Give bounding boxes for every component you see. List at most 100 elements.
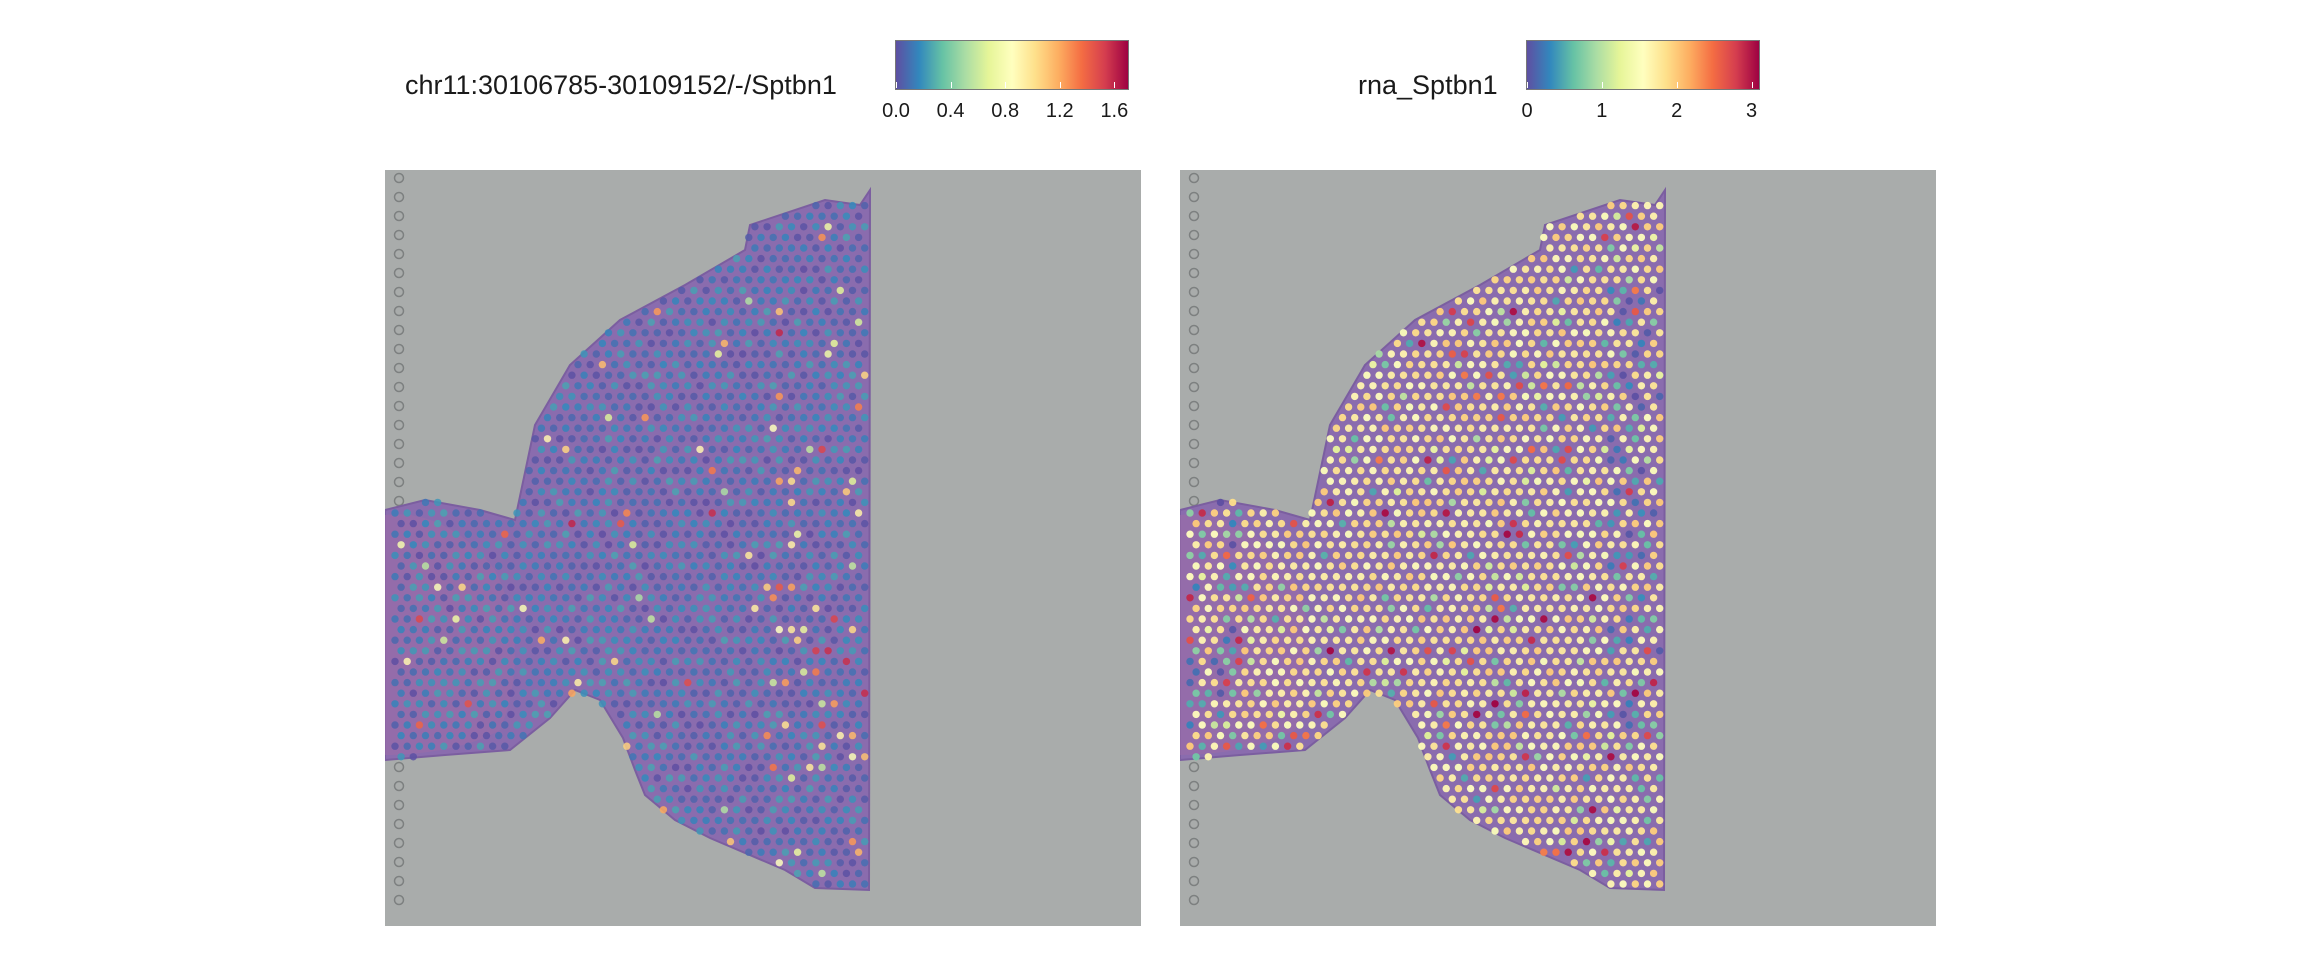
expression-spot — [452, 721, 460, 729]
expression-spot — [757, 233, 765, 242]
expression-spot — [659, 488, 668, 496]
expression-spot — [519, 731, 527, 740]
fiducial-marker — [393, 229, 405, 241]
expression-spot — [1607, 837, 1615, 846]
expression-spot — [452, 700, 460, 708]
expression-spot — [1649, 636, 1658, 644]
expression-spot — [1643, 795, 1652, 803]
expression-spot — [714, 689, 722, 697]
expression-spot — [1448, 604, 1456, 613]
expression-spot — [1613, 551, 1621, 560]
expression-spot — [1509, 286, 1517, 295]
expression-spot — [1338, 519, 1347, 528]
fiducial-marker — [1188, 438, 1200, 450]
expression-spot — [1558, 244, 1566, 252]
expression-spot — [1442, 382, 1450, 390]
expression-spot — [1643, 859, 1652, 867]
expression-spot — [1582, 731, 1591, 740]
expression-spot — [1607, 753, 1615, 761]
expression-spot — [1387, 668, 1395, 676]
expression-spot — [763, 710, 771, 719]
expression-spot — [1241, 541, 1249, 549]
expression-spot — [665, 307, 674, 316]
expression-spot — [818, 742, 826, 750]
expression-spot — [757, 445, 765, 454]
expression-spot — [787, 625, 796, 634]
expression-spot — [1363, 392, 1371, 401]
expression-spot — [1656, 774, 1664, 782]
expression-spot — [812, 647, 820, 655]
expression-spot — [604, 668, 613, 676]
expression-spot — [1216, 519, 1225, 528]
expression-spot — [726, 816, 735, 825]
expression-spot — [1405, 403, 1414, 411]
expression-spot — [854, 445, 863, 454]
expression-spot — [818, 254, 826, 263]
expression-spot — [1460, 625, 1469, 634]
expression-spot — [793, 276, 802, 284]
expression-spot — [1479, 445, 1487, 454]
expression-spot — [684, 382, 692, 390]
expression-spot — [1619, 498, 1627, 507]
expression-spot — [1515, 700, 1524, 708]
expression-spot — [1418, 509, 1426, 517]
expression-spot — [1515, 806, 1524, 814]
expression-spot — [848, 307, 857, 316]
expression-spot — [775, 244, 783, 252]
expression-spot — [781, 360, 790, 369]
expression-spot — [1576, 530, 1585, 538]
expression-spot — [1546, 350, 1554, 358]
expression-spot — [1466, 615, 1475, 623]
expression-spot — [1637, 318, 1646, 326]
expression-spot — [830, 636, 838, 644]
expression-spot — [757, 254, 765, 263]
expression-spot — [1351, 689, 1359, 697]
expression-spot — [452, 530, 460, 538]
expression-spot — [1558, 329, 1566, 337]
expression-spot — [757, 360, 765, 369]
expression-spot — [1601, 233, 1609, 242]
expression-spot — [684, 551, 692, 560]
expression-spot — [1521, 774, 1530, 782]
expression-spot — [1192, 541, 1200, 549]
expression-spot — [678, 413, 686, 422]
expression-spot — [415, 615, 424, 623]
expression-spot — [1344, 657, 1353, 666]
expression-spot — [739, 562, 747, 570]
expression-spot — [714, 392, 722, 401]
expression-spot — [1247, 657, 1255, 666]
expression-spot — [1320, 509, 1328, 517]
expression-spot — [861, 625, 869, 634]
expression-spot — [641, 350, 649, 358]
expression-spot — [427, 636, 436, 644]
expression-spot — [775, 837, 783, 846]
expression-spot — [1601, 594, 1609, 602]
expression-spot — [1344, 403, 1353, 411]
expression-spot — [745, 700, 753, 708]
expression-spot — [830, 700, 838, 708]
expression-spot — [1363, 583, 1371, 591]
expression-spot — [391, 530, 399, 538]
expression-spot — [1546, 604, 1554, 613]
expression-spot — [1302, 604, 1310, 613]
expression-spot — [769, 763, 777, 772]
expression-spot — [842, 445, 851, 454]
expression-spot — [1412, 583, 1420, 591]
expression-spot — [830, 233, 838, 242]
expression-spot — [1588, 233, 1597, 242]
expression-spot — [1198, 509, 1206, 517]
expression-spot — [1271, 678, 1280, 687]
expression-spot — [1576, 848, 1585, 856]
expression-spot — [732, 318, 741, 326]
expression-spot — [824, 223, 832, 231]
expression-spot — [1320, 466, 1328, 475]
expression-spot — [647, 678, 655, 687]
expression-spot — [1424, 519, 1432, 528]
expression-spot — [684, 488, 692, 496]
expression-spot — [1601, 276, 1609, 284]
expression-spot — [702, 668, 710, 676]
expression-spot — [1625, 636, 1633, 644]
expression-spot — [1613, 297, 1621, 305]
expression-spot — [592, 668, 600, 676]
expression-spot — [781, 551, 790, 560]
